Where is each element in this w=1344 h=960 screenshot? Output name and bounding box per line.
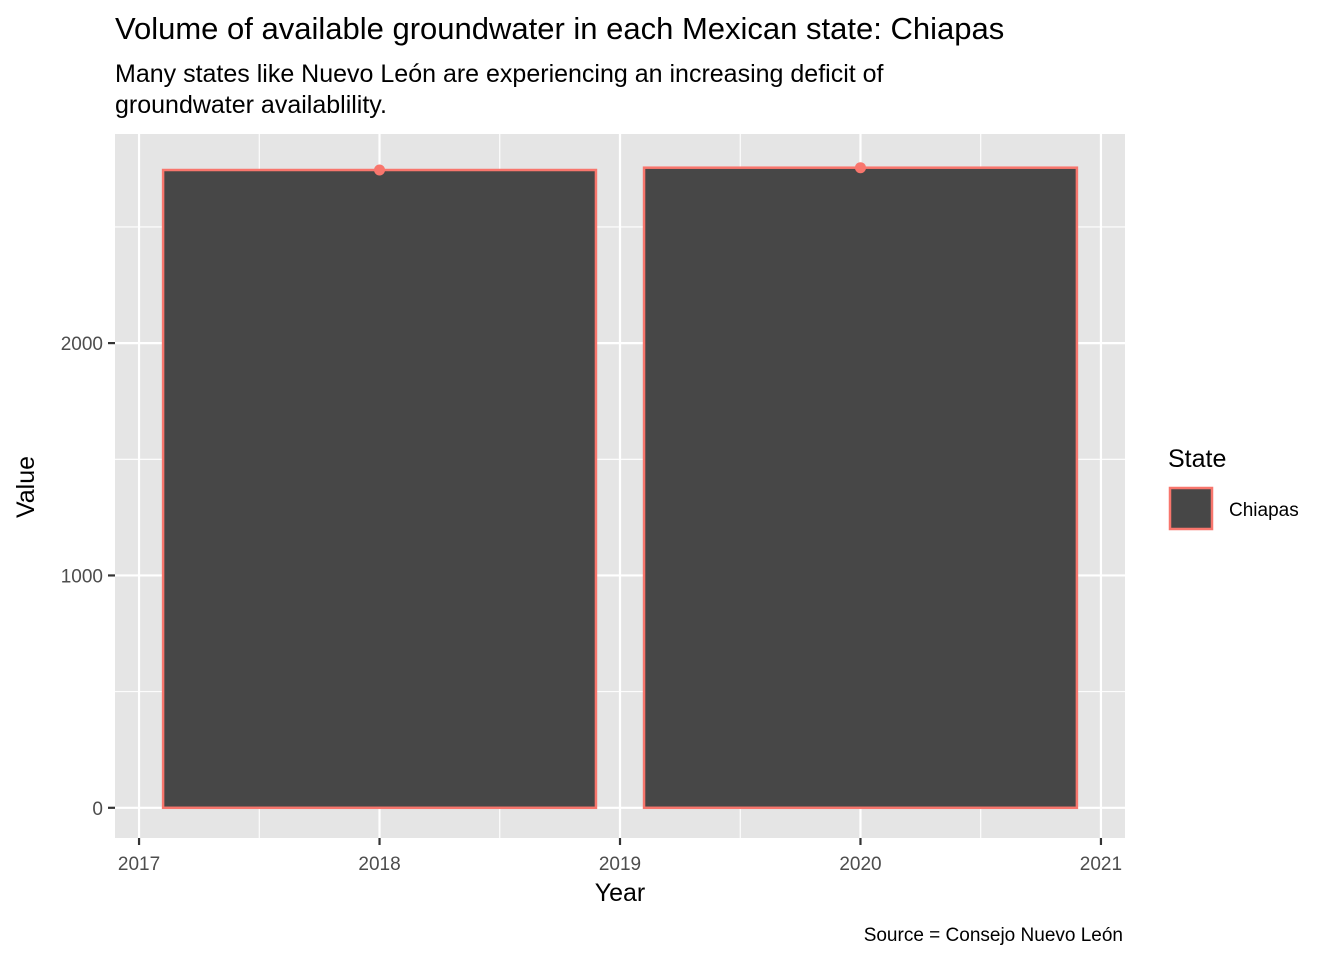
x-tick-label: 2018 — [358, 854, 400, 875]
x-tick-label: 2021 — [1080, 854, 1122, 875]
legend-label-chiapas: Chiapas — [1229, 500, 1299, 521]
x-axis-title: Year — [595, 879, 646, 907]
x-tick-label: 2017 — [118, 854, 160, 875]
chart-title: Volume of available groundwater in each … — [115, 11, 1004, 46]
points — [374, 162, 866, 176]
chart-caption: Source = Consejo Nuevo León — [864, 925, 1123, 946]
x-axis: 2017 2018 2019 2020 2021 — [118, 838, 1122, 875]
bar-2018 — [161, 168, 598, 810]
y-axis: 0 1000 2000 — [61, 334, 115, 820]
legend: State Chiapas — [1168, 445, 1299, 531]
bar-2020 — [642, 166, 1079, 810]
y-axis-title: Value — [12, 456, 40, 518]
y-tick-label: 1000 — [61, 566, 103, 587]
legend-title: State — [1168, 445, 1226, 473]
x-tick-label: 2020 — [839, 854, 881, 875]
point-2018 — [374, 164, 386, 176]
bars — [161, 166, 1079, 810]
chart-subtitle-line-1: Many states like Nuevo León are experien… — [115, 60, 884, 88]
y-tick-label: 2000 — [61, 334, 103, 355]
y-tick-label: 0 — [92, 799, 103, 820]
chart-subtitle-line-2: groundwater availablility. — [115, 91, 387, 119]
x-tick-label: 2019 — [599, 854, 641, 875]
point-2020 — [854, 162, 866, 174]
legend-key-chiapas — [1168, 486, 1214, 531]
